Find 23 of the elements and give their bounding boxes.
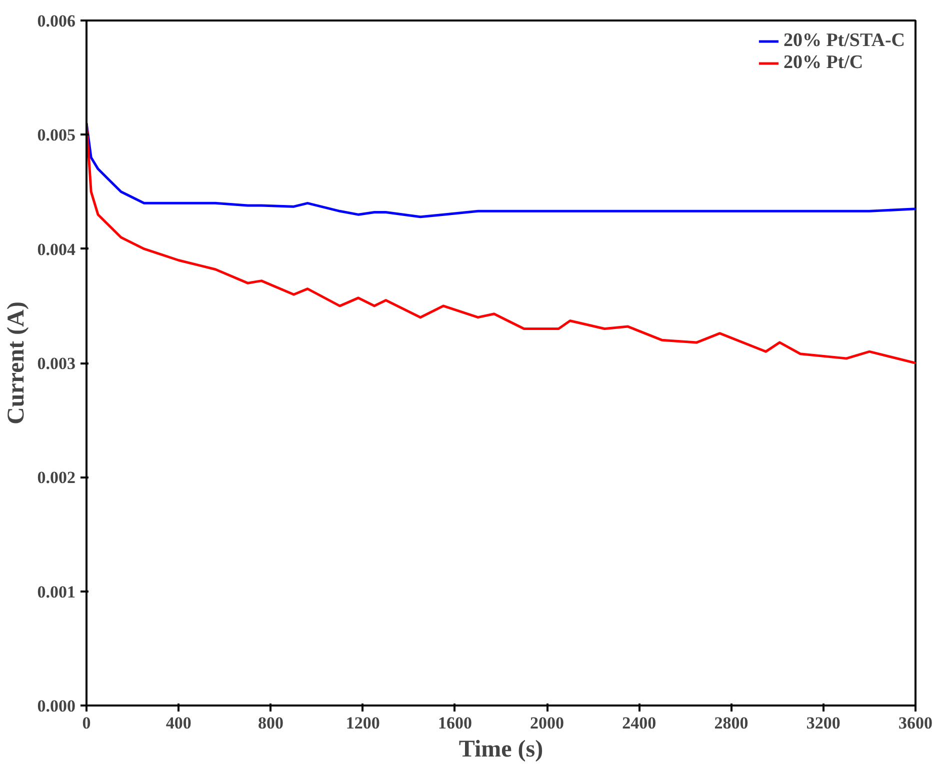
y-tick-label: 0.001 — [37, 582, 76, 602]
x-tick-label: 3200 — [806, 714, 840, 732]
x-tick-label: 800 — [258, 714, 284, 732]
x-tick-label: 2000 — [530, 714, 564, 732]
x-tick-label: 0 — [82, 714, 91, 732]
x-tick-label: 3600 — [898, 714, 932, 732]
line-series — [86, 122, 916, 364]
y-tick-label: 0.000 — [37, 696, 76, 716]
legend-label: 20% Pt/C — [783, 52, 864, 74]
x-tick-label: 2800 — [714, 714, 748, 732]
legend-label: 20% Pt/STA-C — [783, 30, 905, 52]
x-tick-label: 2400 — [622, 714, 656, 732]
y-axis-title: Current (A) — [3, 302, 30, 424]
y-tick-label: 0.006 — [37, 12, 76, 30]
x-tick-label: 400 — [166, 714, 192, 732]
x-tick-label: 1200 — [346, 714, 380, 732]
y-tick-label: 0.005 — [37, 126, 76, 145]
y-tick-label: 0.004 — [37, 240, 76, 259]
x-axis-title: Time (s) — [458, 736, 544, 762]
y-tick-label: 0.002 — [37, 468, 76, 488]
y-tick-label: 0.003 — [37, 354, 76, 373]
x-tick-label: 1600 — [438, 714, 472, 732]
line-series — [86, 122, 916, 218]
